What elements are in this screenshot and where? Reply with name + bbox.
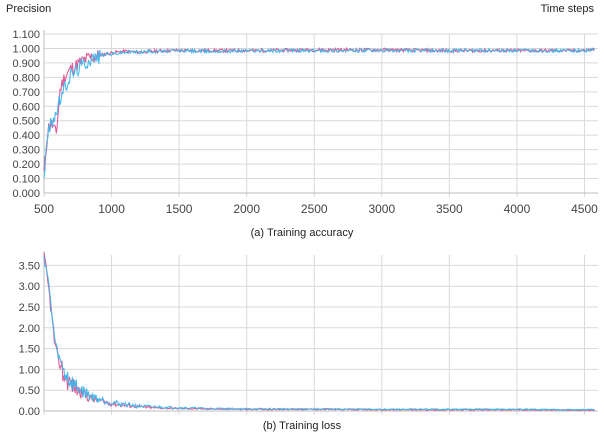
y-tick-label: 0.700 — [12, 87, 40, 99]
y-tick-label: 0.800 — [12, 72, 40, 84]
y-tick-label: 2.50 — [19, 302, 40, 314]
series-line-1 — [43, 46, 595, 171]
y-tick-label: 1.000 — [12, 43, 40, 55]
series-line-2 — [43, 47, 595, 179]
y-axis-title: Precision — [6, 3, 52, 15]
y-tick-label: 3.00 — [19, 281, 40, 293]
y-tick-label: 3.50 — [19, 260, 40, 272]
y-tick-label: 2.00 — [19, 323, 40, 335]
y-tick-label: 0.00 — [19, 406, 40, 418]
y-tick-label: 0.400 — [12, 130, 40, 142]
y-tick-label: 0.200 — [12, 159, 40, 171]
series-line-1 — [43, 252, 595, 412]
y-tick-label: 0.900 — [12, 58, 40, 70]
x-tick-label: 500 — [34, 202, 54, 216]
x-tick-label: 1000 — [98, 202, 125, 216]
x-tick-label: 1500 — [166, 202, 193, 216]
x-tick-label: 3000 — [368, 202, 395, 216]
y-tick-label: 0.100 — [12, 174, 40, 186]
x-tick-label: 4000 — [504, 202, 531, 216]
x-axis-title: Time steps — [540, 3, 594, 15]
y-tick-label: 0.000 — [12, 188, 40, 200]
caption-training-accuracy: (a) Training accuracy — [250, 227, 354, 239]
y-tick-label: 0.50 — [19, 385, 40, 397]
x-tick-label: 2500 — [301, 202, 328, 216]
y-tick-label: 0.500 — [12, 116, 40, 128]
y-tick-label: 1.100 — [12, 29, 40, 41]
x-tick-label: 2000 — [233, 202, 260, 216]
series-line-2 — [43, 256, 595, 411]
y-tick-label: 0.600 — [12, 101, 40, 113]
caption-training-loss: (b) Training loss — [262, 420, 342, 432]
y-tick-label: 0.300 — [12, 145, 40, 157]
x-tick-label: 4500 — [571, 202, 598, 216]
y-tick-label: 1.50 — [19, 344, 40, 356]
y-tick-label: 1.00 — [19, 364, 40, 376]
x-tick-label: 3500 — [436, 202, 463, 216]
